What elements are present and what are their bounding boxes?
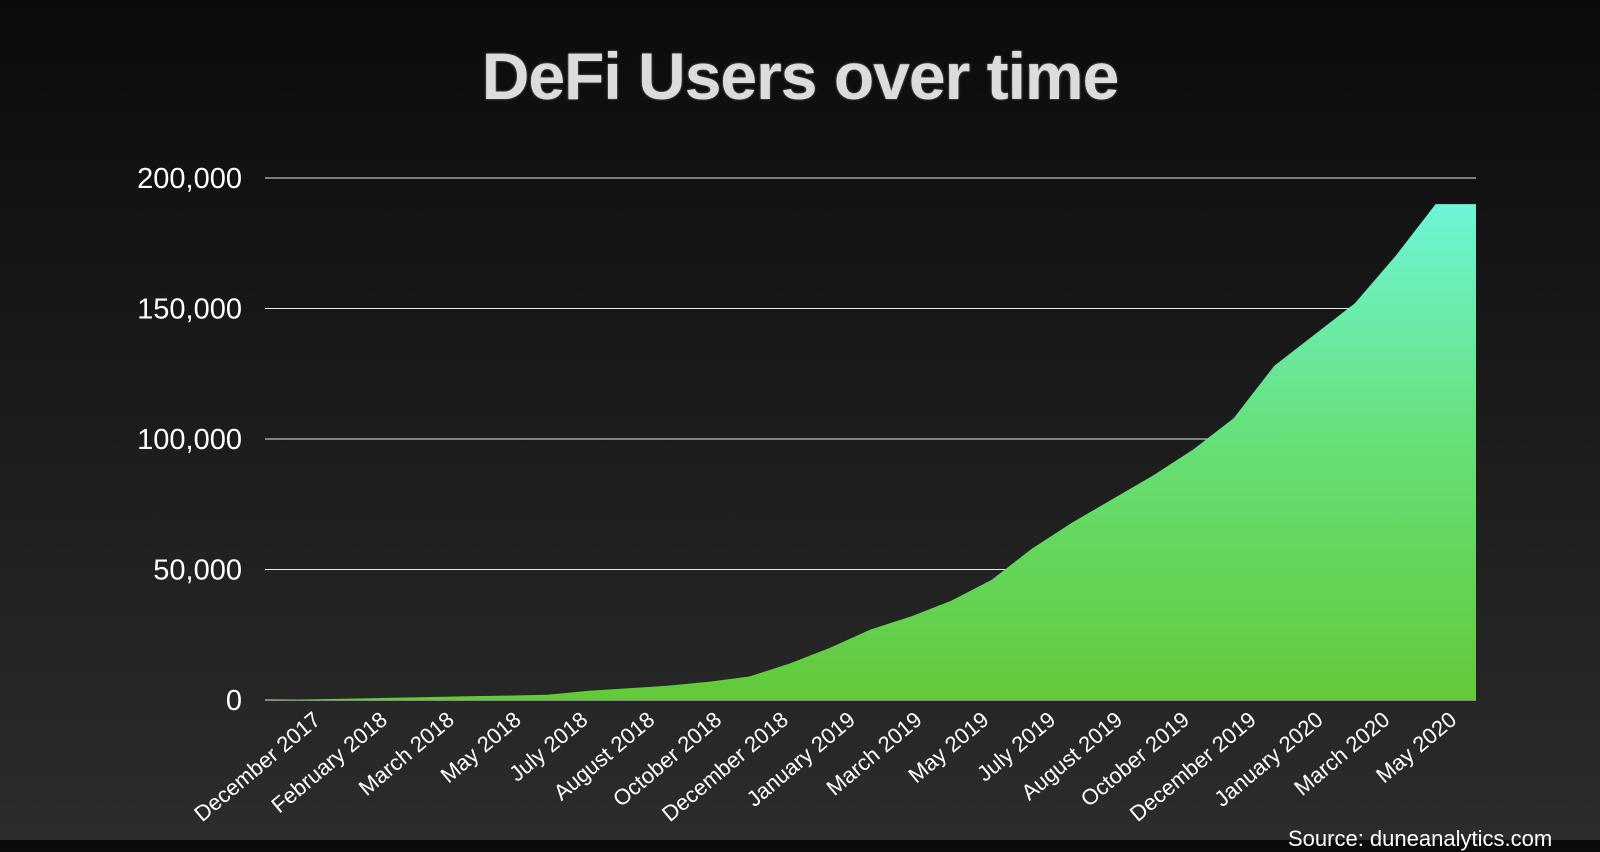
chart-title: DeFi Users over time (481, 39, 1120, 113)
y-tick-label: 200,000 (137, 163, 242, 195)
x-tick-label: February 2018 (266, 707, 392, 818)
source-note: Source: duneanalytics.com (1288, 826, 1553, 851)
y-tick-label: 100,000 (137, 424, 242, 456)
y-tick-label: 150,000 (137, 294, 242, 326)
users-area-series (265, 204, 1476, 700)
plot-area (265, 204, 1476, 700)
y-tick-label: 0 (226, 685, 242, 717)
y-axis-ticks: 0 50,000 100,000 150,000 200,000 (137, 163, 242, 717)
y-tick-label: 50,000 (153, 555, 242, 587)
